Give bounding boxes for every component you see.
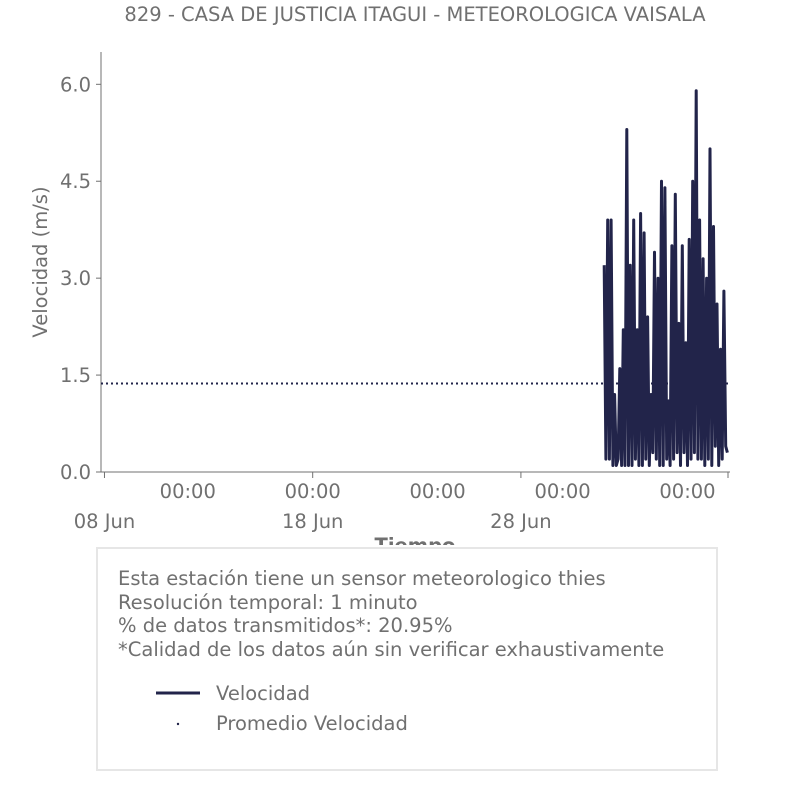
x-minor-tick-label: 00:00 [160, 480, 216, 503]
y-tick-label: 4.5 [60, 170, 91, 193]
legend-swatch-dot [176, 722, 180, 726]
x-minor-tick-label: 00:00 [534, 480, 590, 503]
x-major-tick-label: 18 Jun [282, 510, 343, 533]
chart-title: 829 - CASA DE JUSTICIA ITAGUI - METEOROL… [124, 3, 706, 26]
legend-label-velocidad: Velocidad [216, 682, 311, 705]
y-tick-label: 3.0 [60, 267, 91, 290]
plot-area [101, 89, 730, 467]
info-line-sensor: Esta estación tiene un sensor meteorolog… [118, 567, 606, 590]
x-minor-tick-label: 00:00 [410, 480, 466, 503]
x-minor-tick-label: 00:00 [659, 480, 715, 503]
x-minor-tick-label: 00:00 [285, 480, 341, 503]
y-axis-label: Velocidad (m/s) [29, 186, 52, 337]
x-ticks: 00:00 00:00 00:00 00:00 00:00 08 Jun 18 Jun 28 … [74, 472, 729, 533]
y-ticks: 0.0 1.5 3.0 4.5 6.0 [60, 73, 101, 484]
y-tick-label: 0.0 [60, 461, 91, 484]
info-line-resolution: Resolución temporal: 1 minuto [118, 590, 418, 614]
legend-label-promedio: Promedio Velocidad [216, 712, 408, 735]
info-text: Esta estación tiene un sensor meteorolog… [118, 567, 664, 661]
y-tick-label: 1.5 [60, 364, 91, 387]
x-axis-label: Tiempo [375, 534, 456, 545]
series-velocidad [602, 89, 729, 467]
info-line-quality: *Calidad de los datos aún sin verificar … [118, 637, 665, 661]
x-major-tick-label: 28 Jun [490, 510, 551, 533]
legend-swatch-solid [156, 691, 200, 695]
info-line-transmitted: % de datos transmitidos*: 20.95% [118, 614, 453, 637]
chart: 829 - CASA DE JUSTICIA ITAGUI - METEOROL… [29, 3, 730, 545]
info-box: Esta estación tiene un sensor meteorolog… [96, 547, 718, 771]
y-tick-label: 6.0 [60, 73, 91, 96]
x-major-tick-label: 08 Jun [74, 510, 135, 533]
